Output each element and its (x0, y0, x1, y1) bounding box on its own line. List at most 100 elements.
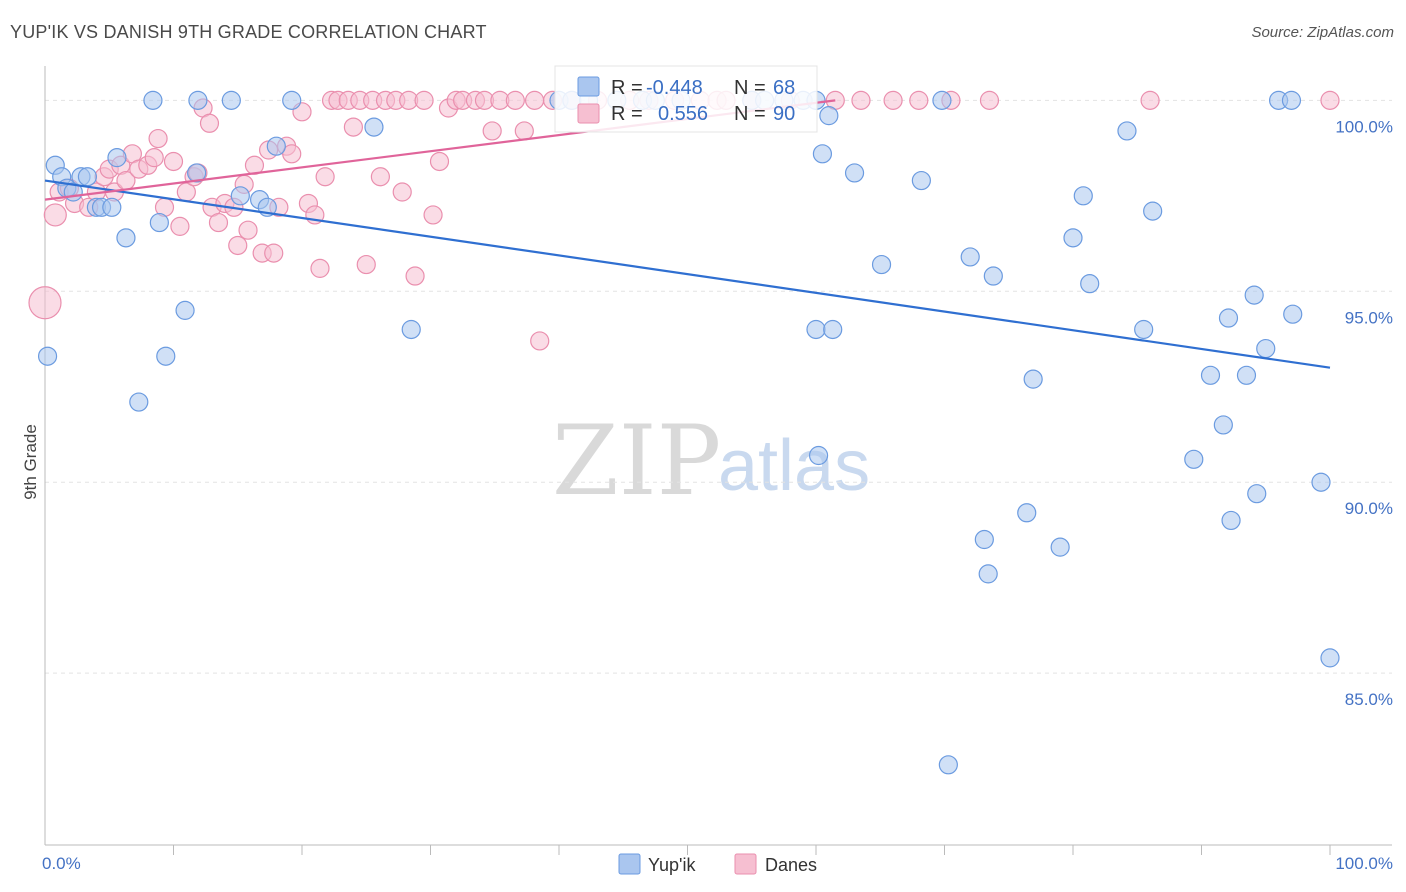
yupik-point-23 (266, 136, 286, 156)
yupik-point-20 (230, 186, 250, 206)
yupik-point-57 (1073, 186, 1093, 206)
danes-point-24 (199, 113, 220, 133)
danes-point-47 (343, 117, 363, 137)
yupik-point-44 (844, 163, 865, 183)
danes-point-67 (505, 90, 525, 110)
legend-swatch-yupik (618, 853, 641, 875)
danes-point-49 (356, 254, 376, 275)
yupik-trend-line (44, 179, 1331, 369)
yupik-point-75 (1320, 648, 1340, 668)
yupik-point-58 (1080, 274, 1100, 294)
danes-point-59 (429, 151, 450, 172)
yupik-point-11 (116, 228, 136, 248)
yupik-r-value: -0.448 (646, 77, 703, 99)
yupik-r-label: R = (611, 77, 643, 99)
yupik-point-52 (983, 266, 1003, 286)
yupik-point-66 (1221, 510, 1241, 531)
danes-point-29 (228, 235, 248, 256)
yupik-point-68 (1244, 285, 1264, 305)
yupik-point-55 (1050, 537, 1070, 557)
yupik-point-9 (102, 197, 122, 217)
yupik-point-12 (129, 392, 149, 412)
series-legend: Yup'ik Danes (618, 853, 817, 875)
yupik-point-49 (960, 247, 980, 267)
danes-point-69 (524, 90, 545, 110)
source-label: Source: ZipAtlas.com (1251, 24, 1394, 41)
stats-legend: R = -0.448 N = 68 R = 0.556 N = 90 (554, 65, 818, 133)
danes-point-89 (1320, 90, 1340, 110)
yupik-point-39 (808, 445, 829, 466)
yupik-point-24 (282, 90, 302, 110)
yupik-point-26 (401, 319, 421, 340)
danes-point-87 (979, 90, 1000, 110)
x-tick-labels: 0.0% 100.0% (42, 854, 1393, 873)
y-tick-label-2: 90.0% (1345, 499, 1393, 518)
yupik-point-72 (1281, 90, 1302, 110)
x-tick-label-1: 100.0% (1335, 854, 1393, 873)
legend-swatch-danes (734, 853, 757, 875)
yupik-point-46 (911, 170, 931, 191)
yupik-point-48 (938, 755, 958, 775)
yupik-point-13 (143, 90, 163, 110)
yupik-point-45 (871, 254, 892, 275)
legend-label-danes: Danes (765, 855, 817, 875)
y-tick-labels: 100.0% 95.0% 90.0% 85.0% (1335, 117, 1393, 709)
yupik-point-18 (188, 90, 208, 110)
danes-point-70 (530, 331, 550, 351)
yupik-point-17 (187, 163, 207, 183)
danes-point-88 (1140, 90, 1160, 110)
yupik-point-62 (1184, 449, 1204, 469)
danes-point-19 (170, 216, 190, 236)
yupik-point-70 (1256, 338, 1276, 359)
yupik-point-67 (1236, 365, 1257, 385)
y-axis-label: 9th Grade (21, 424, 40, 500)
yupik-n-label: N = (734, 77, 766, 99)
yupik-point-63 (1200, 365, 1221, 385)
yupik-point-6 (77, 167, 98, 187)
y-tick-label-1: 95.0% (1345, 308, 1393, 327)
yupik-point-53 (1017, 503, 1037, 523)
yupik-point-74 (1311, 472, 1331, 492)
yupik-point-25 (364, 117, 384, 137)
danes-point-51 (370, 167, 390, 187)
watermark: ZIP atlas (552, 405, 870, 517)
danes-point-84 (883, 90, 903, 110)
yupik-point-15 (156, 346, 176, 366)
yupik-point-19 (221, 90, 241, 110)
yupik-point-0 (37, 346, 58, 366)
danes-n-value: 90 (773, 103, 795, 125)
yupik-point-73 (1283, 304, 1303, 324)
danes-point-16 (148, 128, 168, 149)
danes-point-1 (43, 203, 67, 227)
danes-point-26 (208, 212, 229, 233)
danes-point-56 (405, 266, 425, 286)
y-tick-label-3: 85.0% (1345, 690, 1393, 709)
danes-r-value: 0.556 (658, 103, 708, 125)
danes-point-15 (144, 148, 164, 168)
danes-point-31 (238, 220, 258, 240)
yupik-legend-swatch (577, 76, 600, 97)
watermark-atlas: atlas (718, 426, 870, 506)
danes-point-42 (310, 258, 330, 278)
yupik-point-43 (812, 144, 833, 164)
yupik-point-54 (1023, 369, 1043, 389)
legend-label-yupik: Yup'ik (648, 855, 696, 875)
yupik-point-65 (1218, 308, 1239, 328)
yupik-point-50 (974, 529, 994, 550)
yupik-point-47 (932, 90, 952, 110)
danes-point-58 (423, 205, 443, 225)
yupik-point-14 (149, 212, 169, 233)
danes-n-label: N = (734, 103, 766, 125)
yupik-point-61 (1143, 201, 1163, 221)
yupik-n-value: 68 (773, 77, 795, 99)
danes-point-65 (482, 121, 502, 141)
yupik-point-69 (1247, 484, 1267, 504)
yupik-point-51 (978, 564, 998, 584)
yupik-point-64 (1213, 415, 1233, 435)
yupik-point-60 (1134, 319, 1154, 340)
yupik-point-10 (107, 148, 127, 168)
danes-point-85 (909, 90, 929, 110)
yupik-point-16 (175, 300, 195, 320)
watermark-zip: ZIP (552, 405, 721, 517)
